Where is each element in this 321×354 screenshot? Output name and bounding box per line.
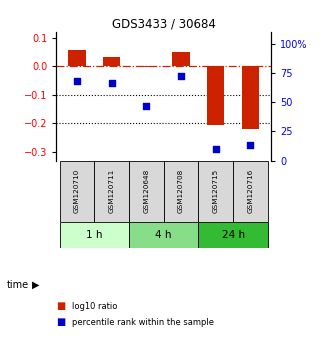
Text: ■: ■ — [56, 317, 65, 327]
Text: log10 ratio: log10 ratio — [72, 302, 117, 311]
Text: ■: ■ — [56, 301, 65, 311]
Point — [248, 142, 253, 148]
Bar — [207, 66, 224, 125]
FancyBboxPatch shape — [60, 160, 94, 222]
Text: GSM120710: GSM120710 — [74, 169, 80, 213]
FancyBboxPatch shape — [164, 160, 198, 222]
Title: GDS3433 / 30684: GDS3433 / 30684 — [112, 18, 216, 31]
FancyBboxPatch shape — [198, 160, 233, 222]
Text: percentile rank within the sample: percentile rank within the sample — [72, 318, 214, 327]
Text: 1 h: 1 h — [86, 230, 103, 240]
Text: GSM120715: GSM120715 — [213, 169, 219, 213]
Text: GSM120711: GSM120711 — [109, 169, 115, 213]
Text: GSM120648: GSM120648 — [143, 169, 149, 213]
Text: 24 h: 24 h — [221, 230, 245, 240]
Text: 4 h: 4 h — [155, 230, 172, 240]
Bar — [103, 57, 120, 66]
Text: time: time — [6, 280, 29, 290]
FancyBboxPatch shape — [198, 222, 268, 248]
FancyBboxPatch shape — [233, 160, 268, 222]
FancyBboxPatch shape — [129, 222, 198, 248]
Bar — [242, 66, 259, 129]
Point — [109, 80, 114, 86]
FancyBboxPatch shape — [60, 222, 129, 248]
Point — [74, 78, 80, 84]
Text: GSM120708: GSM120708 — [178, 169, 184, 213]
Text: GSM120716: GSM120716 — [247, 169, 254, 213]
Bar — [172, 52, 190, 66]
Bar — [68, 50, 86, 66]
Point — [144, 103, 149, 108]
Text: ▶: ▶ — [32, 280, 39, 290]
FancyBboxPatch shape — [129, 160, 164, 222]
Point — [178, 74, 184, 79]
Bar — [138, 66, 155, 67]
FancyBboxPatch shape — [94, 160, 129, 222]
Point — [213, 146, 218, 152]
